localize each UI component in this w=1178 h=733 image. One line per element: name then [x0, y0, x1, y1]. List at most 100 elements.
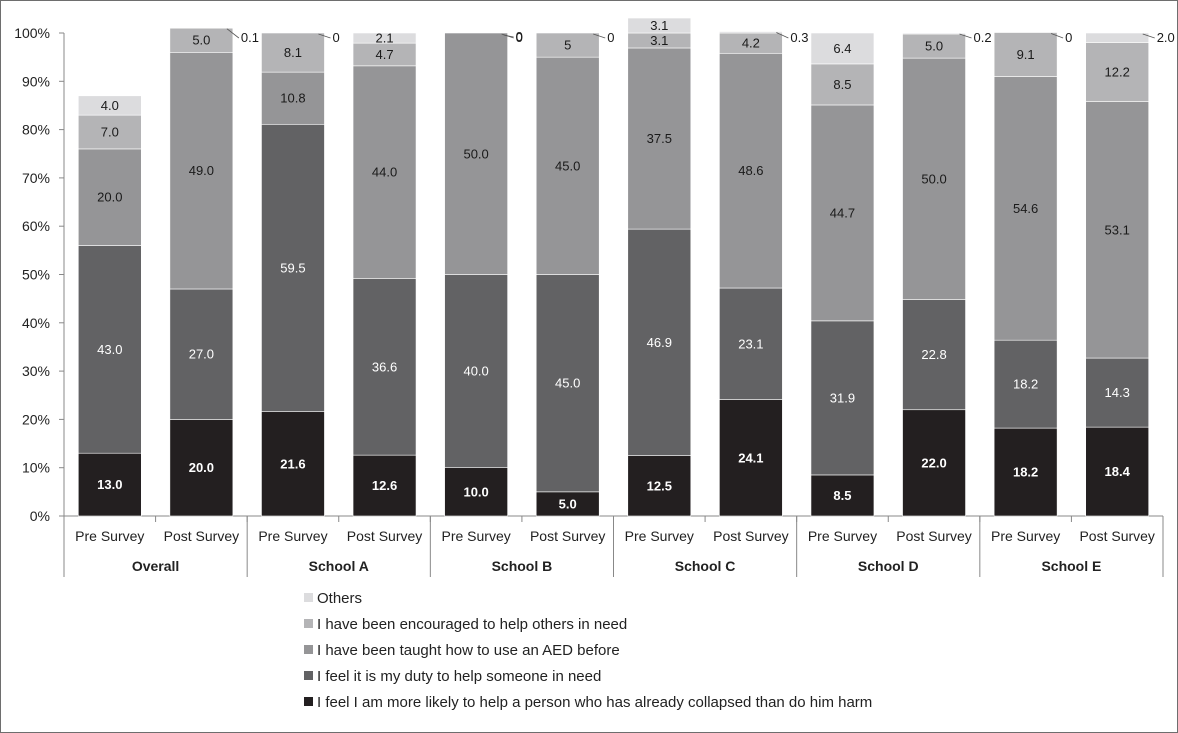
bar-segment — [535, 491, 600, 517]
x-category-label: Post Survey — [1079, 528, 1154, 544]
data-label: 54.6 — [1013, 201, 1038, 216]
group-label: School A — [309, 558, 369, 574]
group-label: School E — [1041, 558, 1101, 574]
callout-line — [1142, 33, 1155, 39]
bar-segment — [902, 299, 966, 411]
legend-swatch — [304, 645, 313, 654]
data-label: 22.8 — [921, 347, 946, 362]
data-label: 4.0 — [101, 98, 119, 113]
bar-segment — [352, 32, 417, 44]
x-category-label: Pre Survey — [625, 528, 694, 544]
data-label: 20.0 — [189, 460, 214, 475]
data-label: 20.0 — [97, 190, 122, 205]
data-label: 0 — [516, 29, 523, 44]
bar-segment — [77, 95, 142, 116]
bar-segment — [261, 71, 325, 125]
legend-swatch — [304, 593, 313, 602]
data-label: 31.9 — [830, 390, 855, 405]
bar-segment — [169, 419, 234, 517]
data-label: 53.1 — [1105, 222, 1130, 237]
data-label: 18.4 — [1105, 464, 1131, 479]
bar-segment — [902, 32, 966, 35]
data-label: 8.5 — [833, 77, 851, 92]
y-tick-label: 50% — [22, 267, 50, 283]
bar-segment — [1085, 426, 1150, 517]
bar-segment — [352, 454, 417, 517]
legend-label: I have been encouraged to help others in… — [317, 616, 627, 633]
data-label: 5.0 — [559, 496, 577, 511]
data-label: 4.2 — [742, 36, 760, 51]
group-label: School D — [858, 558, 919, 574]
data-label: 49.0 — [189, 163, 214, 178]
bar-segment — [902, 409, 966, 517]
bar-segment — [535, 32, 600, 58]
data-label: 5.0 — [192, 33, 210, 48]
bar-segment — [77, 452, 142, 517]
bar-segment — [627, 47, 692, 230]
y-tick-label: 80% — [22, 122, 50, 138]
legend-swatch — [304, 697, 313, 706]
y-tick-label: 100% — [14, 25, 50, 41]
data-label: 44.0 — [372, 165, 397, 180]
data-label: 0 — [332, 30, 339, 45]
legend-swatch — [304, 619, 313, 628]
data-label: 37.5 — [647, 131, 672, 146]
bar-segment — [810, 320, 875, 476]
data-label: 10.0 — [463, 484, 488, 499]
x-category-label: Post Survey — [713, 528, 788, 544]
bar-segment — [1085, 357, 1150, 428]
y-tick-label: 60% — [22, 218, 50, 234]
callout-line — [226, 28, 240, 39]
bar-segment — [810, 474, 875, 517]
bar-segment — [535, 56, 600, 275]
bars-layer — [77, 17, 1150, 517]
x-category-label: Post Survey — [530, 528, 605, 544]
callout-line — [593, 33, 606, 39]
group-label: School B — [492, 558, 553, 574]
data-label: 12.5 — [647, 478, 672, 493]
bar-segment — [719, 31, 783, 34]
data-label: 45.0 — [555, 376, 580, 391]
data-label: 5 — [564, 38, 571, 53]
data-label: 46.9 — [647, 335, 672, 350]
data-label: 9.1 — [1017, 47, 1035, 62]
bar-segment — [810, 32, 875, 65]
bar-segment — [77, 148, 142, 246]
callout-line — [501, 33, 514, 39]
bar-segment — [627, 228, 692, 456]
data-label: 59.5 — [280, 260, 305, 275]
data-label: 44.7 — [830, 205, 855, 220]
legend-label: Others — [317, 590, 362, 607]
bar-segment — [719, 399, 783, 517]
bar-segment — [627, 17, 692, 34]
data-label: 18.2 — [1013, 465, 1038, 480]
bar-segment — [169, 52, 234, 290]
y-tick-label: 30% — [22, 363, 50, 379]
data-label: 22.0 — [921, 455, 946, 470]
bar-segment — [719, 52, 783, 289]
group-label: School C — [675, 558, 736, 574]
x-category-label: Post Survey — [164, 528, 239, 544]
callout-line — [1050, 33, 1064, 39]
data-label: 8.1 — [284, 45, 302, 60]
data-label: 36.6 — [372, 359, 397, 374]
callout-line — [318, 33, 331, 39]
data-label: 48.6 — [738, 163, 763, 178]
y-tick-label: 90% — [22, 73, 50, 89]
data-label: 5.0 — [925, 39, 943, 54]
data-label: 40.0 — [463, 364, 488, 379]
x-category-label: Pre Survey — [75, 528, 144, 544]
callout-line — [776, 32, 789, 39]
data-label: 50.0 — [463, 146, 488, 161]
bar-segment — [77, 114, 142, 150]
data-label: 45.0 — [555, 158, 580, 173]
bar-segment — [902, 33, 966, 59]
bar-segment — [810, 63, 875, 106]
data-label: 0 — [1065, 30, 1072, 45]
bar-segment — [993, 32, 1058, 77]
bar-segment — [993, 427, 1058, 517]
data-label: 0.2 — [974, 30, 992, 45]
legend-label: I feel I am more likely to help a person… — [317, 694, 872, 711]
data-label: 14.3 — [1105, 385, 1130, 400]
